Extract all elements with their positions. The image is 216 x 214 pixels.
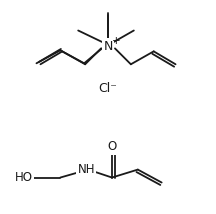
- Text: NH: NH: [77, 163, 95, 176]
- Text: N: N: [103, 40, 113, 53]
- Text: O: O: [107, 140, 117, 153]
- Text: Cl⁻: Cl⁻: [98, 82, 118, 95]
- Text: HO: HO: [14, 171, 32, 184]
- Text: +: +: [112, 36, 120, 46]
